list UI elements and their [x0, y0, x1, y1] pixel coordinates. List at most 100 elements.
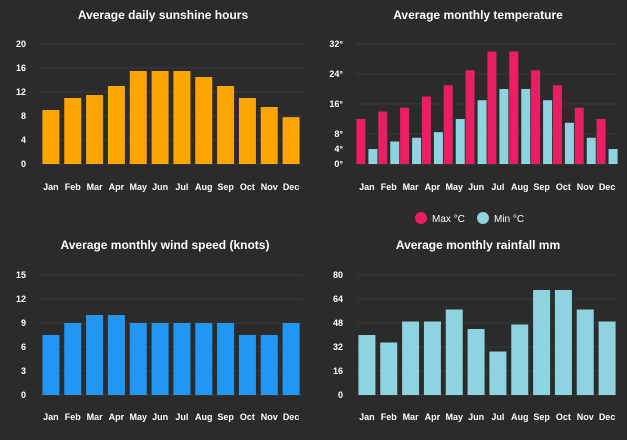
bar-may	[445, 309, 463, 395]
bar-mar-s1	[400, 107, 410, 164]
x-tick-label: Mar	[87, 182, 104, 192]
bar-oct-s2	[564, 122, 574, 164]
y-tick-label: 0	[338, 390, 343, 400]
bar-jan	[42, 335, 60, 395]
bar-may-s2	[455, 119, 465, 164]
bar-feb	[64, 323, 82, 395]
x-tick-label: Dec	[599, 412, 616, 422]
y-tick-label: 12	[16, 87, 26, 97]
bar-dec-s2	[608, 149, 618, 164]
bar-sep-s2	[543, 100, 553, 164]
x-tick-label: Feb	[381, 412, 398, 422]
bar-apr-s2	[433, 132, 443, 164]
y-tick-label: 9	[21, 318, 26, 328]
x-tick-label: May	[129, 182, 147, 192]
y-tick-label: 8°	[334, 129, 343, 139]
bar-oct	[238, 335, 256, 395]
bar-aug-s1	[509, 51, 519, 164]
bar-dec-s1	[596, 119, 606, 164]
bar-mar	[86, 315, 104, 395]
x-tick-label: Nov	[577, 412, 594, 422]
x-tick-label: Jul	[175, 412, 188, 422]
bar-feb	[64, 98, 82, 164]
x-tick-label: Nov	[261, 412, 278, 422]
bar-nov	[260, 107, 278, 164]
bar-feb-s2	[390, 141, 400, 164]
bar-jul	[489, 351, 507, 395]
bar-may-s1	[443, 85, 453, 164]
x-tick-label: May	[445, 412, 463, 422]
bar-sep-s1	[531, 70, 541, 164]
x-tick-label: Dec	[283, 182, 300, 192]
x-tick-label: Aug	[511, 182, 529, 192]
x-tick-label: Jan	[359, 182, 375, 192]
legend-label: Min °C	[494, 214, 524, 225]
x-tick-label: Jan	[43, 412, 59, 422]
x-tick-label: Aug	[511, 412, 529, 422]
x-tick-label: Mar	[87, 412, 104, 422]
y-tick-label: 32°	[329, 39, 343, 49]
x-tick-label: Jun	[152, 182, 168, 192]
y-tick-label: 32	[333, 342, 343, 352]
y-tick-label: 48	[333, 318, 343, 328]
bar-jun-s2	[477, 100, 487, 164]
y-tick-label: 24°	[329, 69, 343, 79]
y-tick-label: 20	[16, 39, 26, 49]
x-tick-label: Jan	[43, 182, 59, 192]
y-tick-label: 0	[21, 159, 26, 169]
x-tick-label: Sep	[533, 182, 550, 192]
bar-sep	[217, 323, 235, 395]
x-tick-label: Oct	[556, 182, 571, 192]
x-tick-label: Apr	[425, 412, 441, 422]
bar-nov	[260, 335, 278, 395]
bar-jul	[173, 71, 191, 164]
x-tick-label: Feb	[381, 182, 398, 192]
bar-jan	[358, 335, 376, 395]
bar-mar	[402, 321, 420, 395]
y-tick-label: 0°	[334, 159, 343, 169]
x-tick-label: Apr	[425, 182, 441, 192]
x-tick-label: Jun	[152, 412, 168, 422]
bar-nov-s2	[586, 137, 596, 164]
y-tick-label: 3	[21, 366, 26, 376]
bar-jan-s2	[368, 149, 378, 164]
bar-may	[129, 323, 147, 395]
chart-title: Average monthly wind speed (knots)	[61, 238, 270, 252]
x-tick-label: May	[445, 182, 463, 192]
bar-nov	[576, 309, 594, 395]
bar-apr	[107, 86, 125, 164]
bar-nov-s1	[574, 107, 584, 164]
bar-oct	[554, 290, 572, 395]
x-tick-label: Jul	[175, 182, 188, 192]
bar-aug	[195, 77, 213, 164]
y-tick-label: 4°	[334, 144, 343, 154]
x-tick-label: Dec	[599, 182, 616, 192]
legend-swatch	[477, 212, 489, 224]
bar-mar-s2	[412, 137, 422, 164]
y-tick-label: 64	[333, 294, 343, 304]
chart-title: Average monthly temperature	[393, 8, 563, 22]
x-tick-label: Dec	[283, 412, 300, 422]
bar-dec	[282, 117, 300, 164]
y-tick-label: 6	[21, 342, 26, 352]
chart-title: Average daily sunshine hours	[78, 8, 249, 22]
bar-oct	[238, 98, 256, 164]
bar-feb	[380, 342, 398, 395]
bar-apr	[423, 321, 441, 395]
y-tick-label: 12	[16, 294, 26, 304]
y-tick-label: 16	[16, 63, 26, 73]
x-tick-label: Sep	[217, 182, 234, 192]
legend-label: Max °C	[432, 214, 465, 225]
legend-swatch	[415, 212, 427, 224]
x-tick-label: Jun	[468, 412, 484, 422]
y-tick-label: 0	[21, 390, 26, 400]
y-tick-label: 15	[16, 270, 26, 280]
bar-aug-s2	[521, 89, 531, 164]
bar-dec	[598, 321, 616, 395]
x-tick-label: Mar	[403, 182, 420, 192]
x-tick-label: Apr	[109, 412, 125, 422]
x-tick-label: Oct	[240, 412, 255, 422]
x-tick-label: Aug	[195, 182, 213, 192]
